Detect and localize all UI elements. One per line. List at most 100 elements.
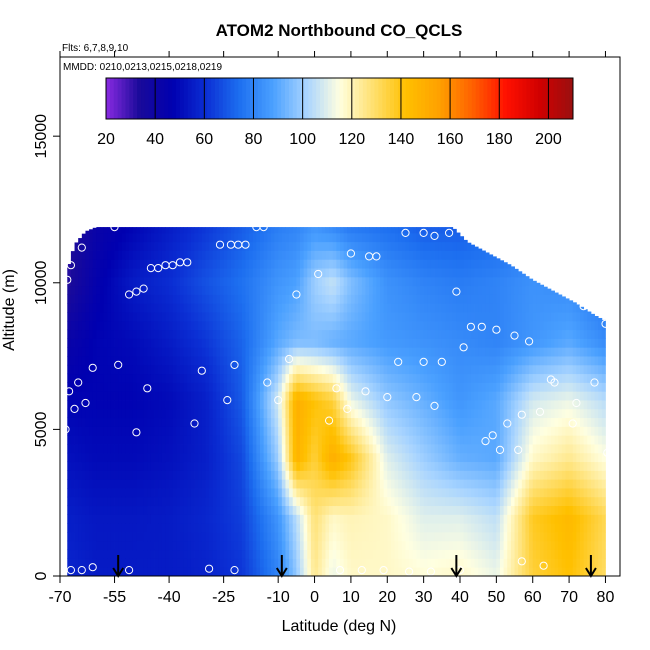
heatmap-cell [136, 312, 141, 322]
heatmap-cell [230, 391, 235, 401]
heatmap-cell [238, 479, 243, 489]
heatmap-cell [314, 364, 319, 375]
heatmap-cell [89, 444, 94, 454]
heatmap-cell [507, 567, 512, 576]
heatmap-cell [70, 391, 75, 401]
heatmap-cell [314, 373, 319, 383]
heatmap-cell [383, 540, 388, 551]
heatmap-cell [492, 356, 497, 366]
heatmap-cell [234, 567, 239, 576]
heatmap-cell [216, 250, 221, 260]
heatmap-cell [467, 505, 472, 515]
heatmap-cell [394, 312, 399, 322]
heatmap-cell [300, 558, 305, 568]
heatmap-cell [70, 567, 75, 576]
heatmap-cell [249, 268, 254, 278]
heatmap-cell [118, 241, 123, 251]
heatmap-cell [336, 549, 341, 559]
heatmap-cell [216, 259, 221, 269]
heatmap-cell [278, 259, 283, 269]
heatmap-cell [296, 540, 301, 551]
heatmap-cell [445, 479, 450, 489]
heatmap-cell [292, 285, 297, 295]
heatmap-cell [518, 523, 523, 533]
heatmap-cell [125, 294, 130, 304]
heatmap-cell [209, 285, 214, 295]
heatmap-cell [241, 452, 246, 463]
heatmap-cell [307, 250, 312, 260]
heatmap-cell [140, 496, 145, 507]
heatmap-cell [492, 567, 497, 576]
heatmap-cell [227, 285, 232, 295]
heatmap-cell [281, 250, 286, 260]
heatmap-cell [383, 452, 388, 463]
heatmap-cell [281, 241, 286, 251]
heatmap-cell [234, 435, 239, 445]
heatmap-cell [118, 232, 123, 243]
heatmap-cell [107, 408, 112, 419]
heatmap-cell [67, 338, 72, 348]
heatmap-cell [318, 232, 323, 243]
heatmap-cell [365, 496, 370, 507]
heatmap-cell [514, 382, 519, 392]
heatmap-cell [100, 232, 105, 243]
heatmap-cell [358, 338, 363, 348]
heatmap-cell [420, 479, 425, 489]
heatmap-cell [496, 312, 501, 322]
heatmap-cell [238, 532, 243, 542]
heatmap-cell [434, 444, 439, 454]
heatmap-cell [260, 549, 265, 559]
heatmap-cell [212, 567, 217, 576]
heatmap-cell [398, 514, 403, 524]
heatmap-cell [325, 250, 330, 260]
heatmap-cell [216, 514, 221, 524]
heatmap-cell [416, 250, 421, 260]
heatmap-cell [183, 294, 188, 304]
heatmap-cell [521, 320, 526, 331]
heatmap-cell [234, 329, 239, 339]
heatmap-cell [154, 285, 159, 295]
heatmap-cell [252, 356, 257, 366]
heatmap-cell [118, 329, 123, 339]
heatmap-cell [249, 373, 254, 383]
heatmap-cell [409, 470, 414, 480]
heatmap-cell [241, 329, 246, 339]
heatmap-cell [343, 488, 348, 498]
heatmap-cell [172, 417, 177, 427]
heatmap-cell [114, 320, 119, 331]
heatmap-cell [129, 470, 134, 480]
heatmap-cell [209, 549, 214, 559]
heatmap-cell [409, 488, 414, 498]
heatmap-cell [107, 320, 112, 331]
heatmap-cell [92, 382, 97, 392]
heatmap-cell [492, 320, 497, 331]
heatmap-cell [143, 408, 148, 419]
heatmap-cell [394, 285, 399, 295]
heatmap-cell [420, 294, 425, 304]
heatmap-cell [216, 276, 221, 287]
heatmap-cell [401, 435, 406, 445]
heatmap-cell [485, 479, 490, 489]
heatmap-cell [114, 382, 119, 392]
heatmap-cell [125, 532, 130, 542]
heatmap-cell [158, 232, 163, 243]
heatmap-cell [460, 523, 465, 533]
heatmap-cell [405, 347, 410, 357]
heatmap-cell [234, 232, 239, 243]
heatmap-cell [350, 514, 355, 524]
heatmap-cell [463, 239, 468, 243]
heatmap-cell [354, 347, 359, 357]
heatmap-cell [467, 338, 472, 348]
heatmap-cell [252, 444, 257, 454]
heatmap-cell [67, 329, 72, 339]
heatmap-cell [427, 470, 432, 480]
heatmap-cell [460, 417, 465, 427]
heatmap-cell [140, 294, 145, 304]
heatmap-cell [285, 426, 290, 436]
heatmap-cell [332, 532, 337, 542]
heatmap-cell [380, 567, 385, 576]
heatmap-cell [270, 312, 275, 322]
heatmap-cell [216, 227, 221, 234]
heatmap-cell [260, 356, 265, 366]
heatmap-cell [496, 268, 501, 278]
